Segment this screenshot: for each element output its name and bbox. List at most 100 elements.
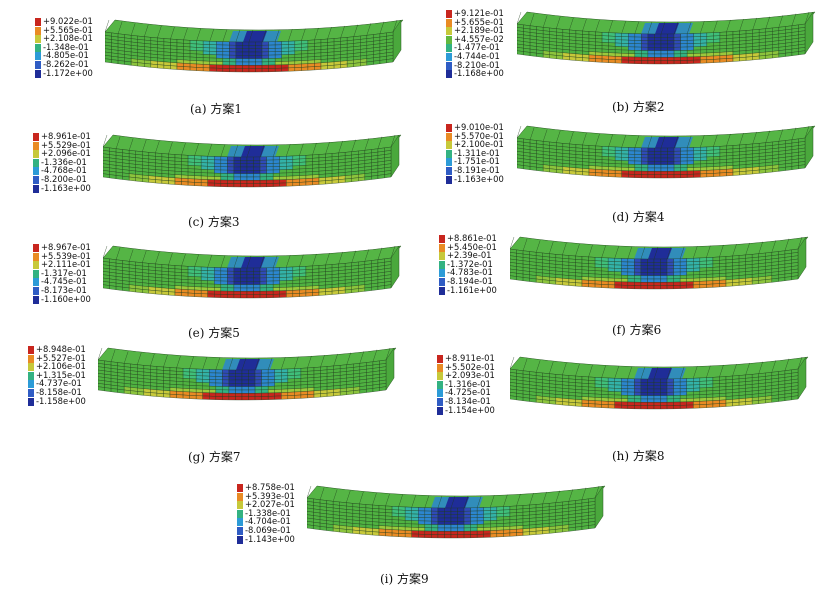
legend-swatch	[237, 518, 243, 527]
legend-value: -1.160e+00	[41, 293, 91, 304]
legend-value: +8.961e-01	[41, 131, 91, 141]
beam-contour-plot	[105, 19, 404, 73]
legend-value: +2.093e-01	[445, 370, 495, 381]
legend-value: -1.154e+00	[445, 404, 495, 415]
contour-panel: +8.961e-01 +5.529e-01 +2.096e-01 -1.336e-01…	[33, 131, 433, 248]
legend-swatch	[33, 150, 39, 159]
legend-value: -8.158e-01	[36, 387, 82, 397]
legend-value: +8.911e-01	[445, 353, 495, 363]
legend-value: +2.189e-01	[454, 25, 504, 36]
legend-value: +8.758e-01	[245, 482, 295, 492]
panel-caption: (e) 方案5	[188, 326, 240, 340]
legend-value: -8.194e-01	[447, 276, 493, 286]
legend-value: -1.158e+00	[36, 395, 86, 406]
legend-value: +8.967e-01	[41, 242, 91, 252]
legend-value: +9.022e-01	[43, 16, 93, 26]
legend-swatch	[446, 44, 452, 53]
legend-swatch	[28, 363, 34, 372]
legend-swatch	[28, 354, 34, 363]
legend-swatch	[437, 372, 443, 381]
legend-swatch	[237, 509, 243, 518]
legend-swatch	[35, 69, 41, 78]
contour-panel: +8.758e-01 +5.393e-01 +2.027e-01 -1.338e-01…	[237, 482, 637, 599]
legend-swatch	[446, 141, 452, 150]
legend-swatch	[439, 243, 445, 252]
legend-swatch	[439, 235, 445, 243]
legend-value: +5.529e-01	[41, 139, 91, 150]
legend-value: -8.210e-01	[454, 59, 500, 70]
legend-value: -4.783e-01	[447, 267, 493, 278]
legend-value: +5.565e-01	[43, 24, 93, 35]
legend-swatch	[437, 380, 443, 389]
legend-swatch	[446, 35, 452, 44]
beam-contour-plot	[103, 245, 402, 299]
beam-contour-plot	[517, 11, 816, 65]
panel-caption: (h) 方案8	[612, 449, 665, 463]
legend-value: +2.100e-01	[454, 139, 504, 150]
legend-value: -4.768e-01	[41, 165, 87, 176]
legend-value: +2.096e-01	[41, 148, 91, 159]
legend-swatch	[35, 18, 41, 26]
legend-value: -4.737e-01	[36, 378, 82, 389]
legend-swatch	[35, 52, 41, 61]
legend-value: +2.108e-01	[43, 33, 93, 44]
legend-swatch	[439, 252, 445, 261]
panel-caption: (g) 方案7	[188, 450, 241, 464]
panel-caption: (f) 方案6	[612, 323, 662, 337]
beam-contour-plot	[510, 236, 809, 290]
legend-value: -1.477e-01	[454, 42, 500, 53]
legend-swatch	[437, 355, 443, 363]
legend-value: +5.539e-01	[41, 250, 91, 261]
legend-value: -1.143e+00	[245, 533, 295, 544]
legend-swatch	[28, 397, 34, 406]
legend-swatch	[35, 43, 41, 52]
legend-swatch	[33, 176, 39, 184]
contour-panel: +9.022e-01 +5.565e-01 +2.108e-01 -1.348e-01…	[35, 16, 435, 133]
legend-swatch	[28, 380, 34, 389]
legend-value: +2.111e-01	[41, 259, 91, 270]
legend-value: -1.168e+00	[454, 68, 504, 79]
legend-swatch	[437, 363, 443, 372]
legend-value: +1.315e-01	[36, 369, 86, 380]
legend-value: +5.527e-01	[36, 352, 86, 363]
legend-value: -8.191e-01	[454, 165, 500, 175]
legend-value: +5.393e-01	[245, 490, 295, 501]
legend-swatch	[446, 149, 452, 158]
legend-swatch	[33, 295, 39, 304]
legend-value: -1.348e-01	[43, 41, 89, 52]
legend-value: -8.200e-01	[41, 174, 87, 184]
legend-swatch	[446, 70, 452, 79]
legend-value: -1.338e-01	[245, 507, 291, 518]
contour-panel: +9.121e-01 +5.655e-01 +2.189e-01 +4.557e-02…	[446, 8, 829, 125]
legend-swatch	[446, 53, 452, 61]
legend-value: +4.557e-02	[454, 33, 504, 44]
legend-value: +2.106e-01	[36, 361, 86, 372]
legend-value: -8.069e-01	[245, 525, 291, 535]
legend-value: -4.725e-01	[445, 387, 491, 398]
legend-swatch	[237, 484, 243, 492]
legend-value: +2.027e-01	[245, 499, 295, 510]
legend-value: -1.311e-01	[454, 147, 500, 158]
legend-value: +9.010e-01	[454, 122, 504, 132]
legend-value: +8.948e-01	[36, 344, 86, 354]
legend-swatch	[439, 269, 445, 278]
legend-value: +5.450e-01	[447, 241, 497, 252]
contour-panel: +9.010e-01 +5.570e-01 +2.100e-01 -1.311e-01…	[446, 122, 829, 239]
legend-swatch	[33, 261, 39, 270]
legend-swatch	[28, 371, 34, 380]
legend-swatch	[35, 35, 41, 44]
legend-value: +8.861e-01	[447, 233, 497, 243]
legend-value: +2.39e-01	[447, 250, 492, 261]
legend-value: -8.262e-01	[43, 59, 89, 69]
legend-swatch	[446, 61, 452, 70]
legend-value: -1.317e-01	[41, 267, 87, 278]
contour-panel: +8.967e-01 +5.539e-01 +2.111e-01 -1.317e-01…	[33, 242, 433, 359]
legend-value: -1.336e-01	[41, 156, 87, 167]
legend-swatch	[446, 27, 452, 36]
legend-swatch	[28, 346, 34, 354]
contour-panel: +8.861e-01 +5.450e-01 +2.39e-01 -1.372e-01-…	[439, 233, 829, 350]
contour-panel: +8.911e-01 +5.502e-01 +2.093e-01 -1.316e-01…	[437, 353, 829, 470]
legend-swatch	[446, 10, 452, 18]
legend-swatch	[33, 167, 39, 176]
legend-swatch	[33, 252, 39, 261]
